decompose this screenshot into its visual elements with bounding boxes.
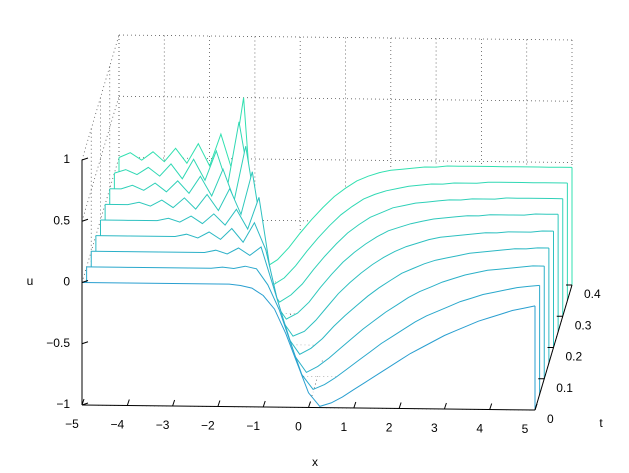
x-tick <box>172 399 176 407</box>
u-tick-label: −1 <box>56 397 70 411</box>
x-tick-label: −3 <box>156 418 170 432</box>
u-tick <box>81 157 89 161</box>
curve <box>100 197 554 337</box>
x-tick-label: 3 <box>431 421 438 435</box>
curve <box>81 282 536 407</box>
u-tick-label: 0 <box>63 275 70 289</box>
x-tick <box>126 399 130 406</box>
curve <box>109 146 563 303</box>
x-tick-label: 0 <box>295 420 302 434</box>
u-tick <box>81 341 89 345</box>
t-tick-label: 0.3 <box>575 318 592 332</box>
curve-fill <box>82 282 535 410</box>
x-tick <box>353 401 357 409</box>
t-tick-label: 0.2 <box>566 350 583 364</box>
curve <box>114 121 568 286</box>
t-axis-label: t <box>599 416 603 430</box>
x-tick <box>489 403 493 410</box>
x-tick <box>534 403 538 411</box>
grid-line <box>118 95 573 102</box>
x-tick <box>262 400 266 408</box>
curve <box>86 265 540 391</box>
grid-line <box>81 157 120 283</box>
grid-line <box>81 34 120 161</box>
curve <box>118 97 573 268</box>
x-tick-label: 1 <box>340 420 347 434</box>
x-tick-label: −1 <box>246 419 260 433</box>
u-tick <box>81 280 89 283</box>
u-tick <box>81 218 89 222</box>
u-tick-label: 1 <box>63 152 70 166</box>
curve <box>91 246 545 374</box>
x-tick-label: −2 <box>201 419 215 433</box>
x-tick-label: 2 <box>386 421 393 435</box>
x-tick-label: −4 <box>110 418 124 432</box>
u-axis-label: u <box>27 274 34 288</box>
curve <box>105 171 559 320</box>
u-tick-label: 0.5 <box>53 213 70 227</box>
x-tick <box>398 402 402 409</box>
t-tick-label: 0 <box>547 412 554 426</box>
curve <box>95 221 549 355</box>
grid-line <box>81 96 120 222</box>
grid-line <box>118 34 573 41</box>
x-tick-label: 4 <box>476 422 483 436</box>
x-tick-label: 5 <box>522 422 529 436</box>
x-tick <box>443 402 447 410</box>
t-tick-label: 0.4 <box>584 287 601 301</box>
t-tick-label: 0.1 <box>556 381 573 395</box>
x-tick <box>217 400 221 407</box>
x-tick <box>81 398 85 406</box>
u-tick-label: −0.5 <box>46 336 70 350</box>
x-axis-label: x <box>312 455 318 469</box>
x-tick <box>308 401 311 408</box>
x-tick-label: −5 <box>65 417 79 431</box>
u-tick <box>81 402 89 406</box>
